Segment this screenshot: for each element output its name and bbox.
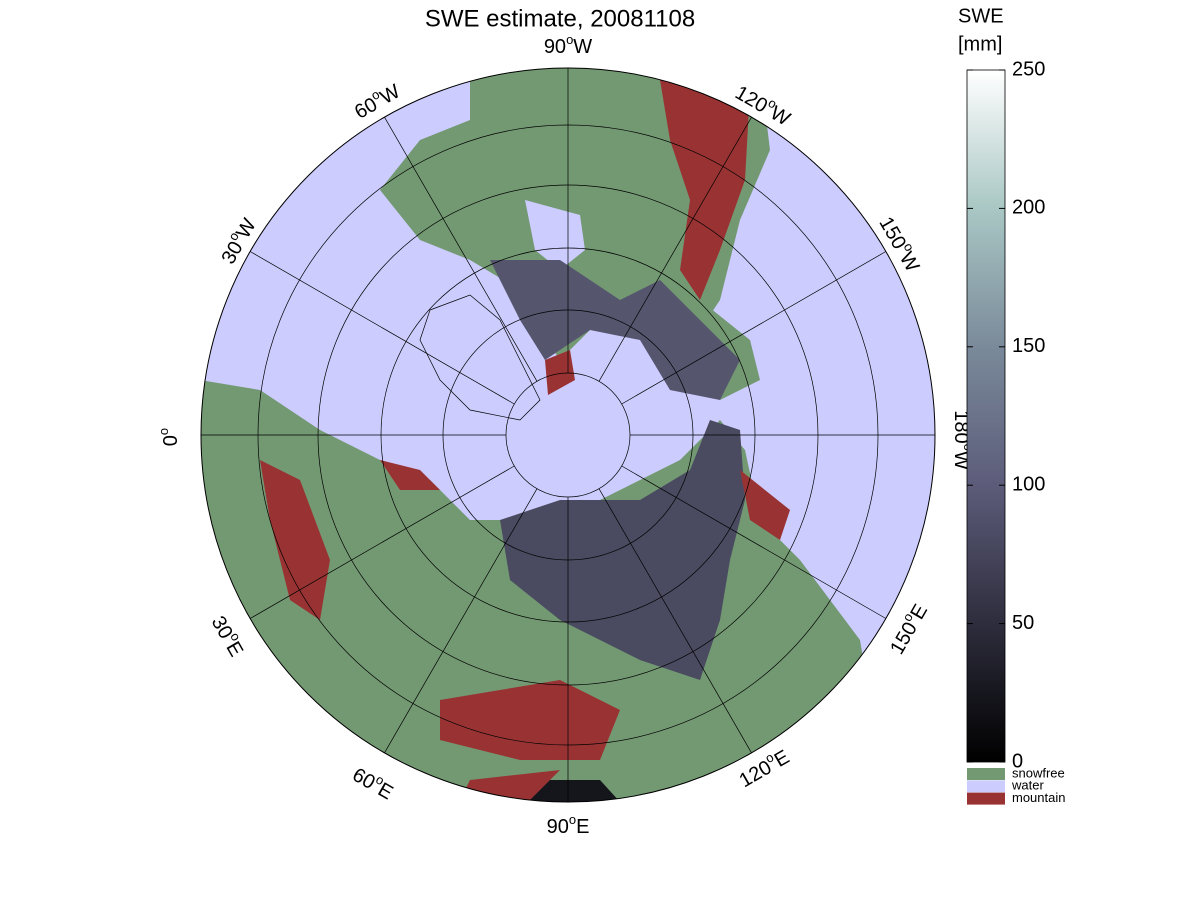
graticule <box>201 68 935 802</box>
colorbar-title: SWE <box>958 5 1004 27</box>
meridian <box>249 251 515 405</box>
degree-value: 0 <box>160 435 182 446</box>
title: SWE estimate, 20081108 <box>425 5 695 32</box>
direction: W <box>950 451 972 470</box>
degree-sign: o <box>566 32 573 47</box>
colorbar-tick-label: 250 <box>1012 58 1045 80</box>
direction: W <box>895 249 924 276</box>
direction: E <box>576 816 589 838</box>
meridian <box>598 488 752 754</box>
legend-swatch <box>967 780 1005 793</box>
longitude-label: 90oW <box>544 32 592 58</box>
longitude-label: 90oE <box>547 812 590 838</box>
meridian <box>384 488 538 754</box>
longitude-label: 0o <box>156 428 182 446</box>
meridian <box>598 116 752 382</box>
colorbar-tick-label: 100 <box>1012 473 1045 495</box>
legend-label: mountain <box>1012 790 1065 805</box>
colorbar: SWE [mm] 0 50 100 150 200 250 snowfreewatermo… <box>958 5 1065 805</box>
degree-value: 90 <box>544 36 566 58</box>
degree-value: 60 <box>348 764 378 794</box>
meridian <box>384 116 538 382</box>
meridian <box>621 251 887 405</box>
colorbar-tick-label: 0 <box>1012 750 1023 772</box>
direction: E <box>221 638 247 661</box>
degree-value: 180 <box>950 410 972 443</box>
map <box>201 68 935 802</box>
longitude-label: 30oE <box>206 611 250 661</box>
longitude-label: 120oW <box>731 79 796 131</box>
map-frame <box>200 67 936 803</box>
direction: W <box>377 81 404 110</box>
meridian <box>249 465 515 619</box>
direction: W <box>573 36 592 58</box>
degree-value: 150 <box>886 619 922 659</box>
degree-value: 90 <box>547 816 569 838</box>
meridian <box>621 465 887 619</box>
colorbar-tick-label: 200 <box>1012 197 1045 219</box>
legend-label: snowfree <box>1012 765 1065 780</box>
colorbar-title: [mm] <box>958 33 1002 55</box>
degree-sign: o <box>569 812 576 827</box>
colorbar-tick-label: 150 <box>1012 335 1045 357</box>
degree-sign: o <box>156 428 171 435</box>
colorbar-ramp <box>966 69 1006 763</box>
legend-swatch <box>967 792 1005 805</box>
longitude-label: 60oE <box>348 761 398 805</box>
legend-label: water <box>1011 778 1044 793</box>
colorbar-tick-label: 50 <box>1012 612 1034 634</box>
legend-swatch <box>967 768 1005 780</box>
direction: E <box>771 746 794 772</box>
